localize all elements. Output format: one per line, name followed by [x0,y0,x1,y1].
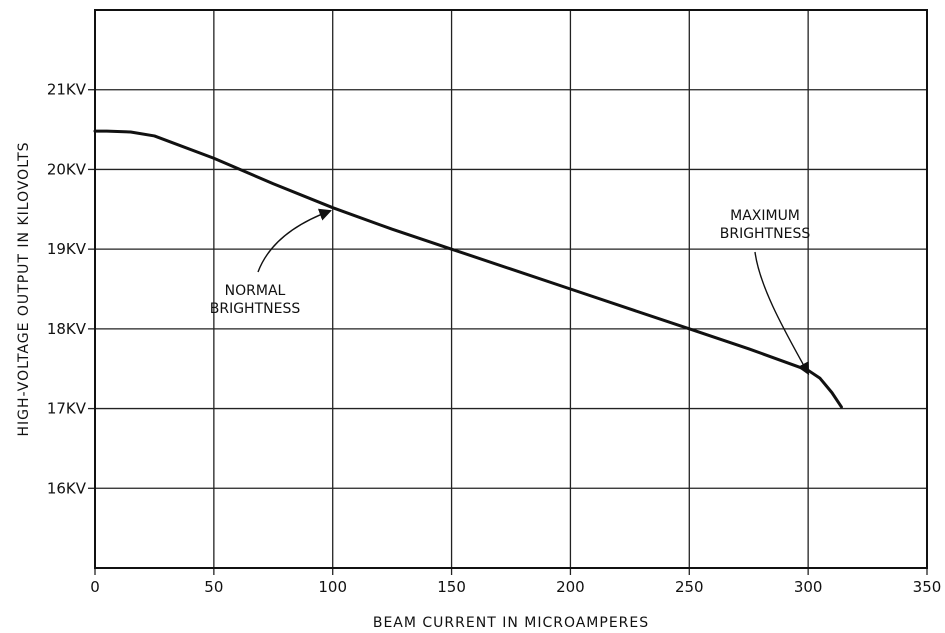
x-tick-label: 150 [437,578,466,596]
y-tick-label: 20KV [47,160,87,178]
data-point [819,377,821,380]
data-point [106,130,108,132]
data-point [331,206,334,209]
y-tick-label: 21KV [47,81,87,99]
data-point [569,288,572,290]
annotation-text: NORMAL [225,283,286,299]
annotation-1: MAXIMUM BRIGHTNESS [720,208,811,376]
y-tick-label: 17KV [47,400,87,418]
data-point [688,328,691,330]
annotation-arrow [257,208,332,273]
data-point [272,182,275,185]
data-point [840,406,843,408]
x-tick-label: 0 [90,578,100,596]
y-tick-label: 19KV [47,240,87,258]
y-tick-label: 16KV [47,479,87,497]
data-point [510,268,512,270]
annotation-text: MAXIMUM [730,208,800,224]
data-point [129,131,132,133]
x-tick-labels: 0 50 100 150 200 250 300 350 [90,578,941,596]
x-axis-label: BEAM CURRENT IN MICROAMPERES [373,615,649,631]
y-tick-label: 18KV [47,320,87,338]
data-point [153,135,156,137]
data-point [450,248,453,250]
data-point [629,308,631,310]
data-point [213,157,215,160]
data-point [391,228,393,231]
x-tick-label: 300 [794,578,823,596]
annotation-text: BRIGHTNESS [210,301,301,317]
annotation-0: NORMAL BRIGHTNESS [210,208,332,317]
annotation-text: BRIGHTNESS [720,226,811,242]
y-axis-label: HIGH-VOLTAGE OUTPUT IN KILOVOLTS [16,141,32,436]
annotations: NORMAL BRIGHTNESS MAXIMUM BRIGHTNESS [210,208,811,376]
x-tick-label: 350 [913,578,942,596]
data-point [807,369,809,372]
y-tick-labels: 16KV 17KV 18KV 19KV 20KV 21KV [47,81,87,498]
grid [88,10,928,575]
annotation-arrow [754,251,810,376]
x-tick-label: 200 [556,578,585,596]
x-tick-label: 100 [318,578,347,596]
data-point [747,347,750,350]
series-line-0 [93,129,843,409]
data-point [94,130,96,132]
series-layer [93,129,843,409]
x-tick-label: 250 [675,578,704,596]
x-tick-label: 50 [204,578,223,596]
data-point [831,391,833,394]
plot-frame [94,9,928,569]
